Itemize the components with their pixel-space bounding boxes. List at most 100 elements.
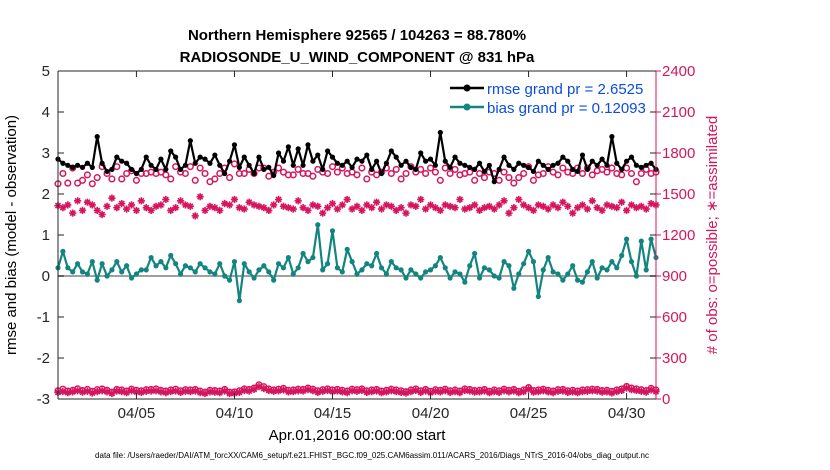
obs-assimilated-point [598, 206, 606, 214]
bias-point [207, 269, 213, 275]
rmse-point [226, 158, 233, 164]
asterisk-stroke [613, 204, 620, 211]
rmse-point [648, 160, 654, 166]
asterisk-stroke [388, 387, 395, 394]
legend-rmse-marker [463, 84, 471, 92]
obs-assimilated-point [230, 195, 239, 204]
rmse-point [604, 162, 610, 168]
asterisk-stroke [447, 203, 454, 210]
rmse-point [628, 154, 635, 160]
asterisk-stroke [148, 387, 155, 395]
series-obs-assimilated [54, 193, 660, 220]
obs-assimilated-point [554, 204, 562, 212]
asterisk-stroke [476, 388, 483, 395]
obs-possible-point [475, 169, 484, 178]
bias-point [329, 228, 336, 234]
bias-point [60, 248, 66, 254]
obs-assimilated-point [564, 202, 572, 210]
asterisk-stroke [89, 201, 96, 209]
bias-point [173, 261, 179, 267]
obs-assimilated-point [265, 386, 273, 395]
rmse-point [99, 160, 105, 166]
obs-assimilated-point [240, 386, 248, 395]
obs-assimilated-point [603, 388, 611, 396]
asterisk-stroke [59, 204, 66, 211]
obs-possible-point [108, 175, 116, 183]
rmse-point [369, 166, 375, 172]
obs-assimilated-point [373, 198, 381, 206]
asterisk-stroke [59, 388, 66, 395]
bias-point [168, 252, 174, 259]
asterisk-stroke [285, 204, 292, 211]
asterisk-stroke [559, 387, 566, 395]
asterisk-stroke [633, 387, 640, 394]
asterisk-stroke [638, 203, 645, 210]
obs-assimilated-point [573, 389, 582, 397]
obs-possible-point [422, 169, 430, 178]
obs-assimilated-point [353, 202, 361, 210]
asterisk-stroke [442, 201, 449, 209]
asterisk-stroke [456, 196, 464, 203]
asterisk-stroke [417, 196, 424, 203]
bias-point [128, 275, 135, 281]
obs-assimilated-point [64, 389, 72, 397]
bias-point [408, 267, 414, 273]
rmse-point [638, 164, 644, 170]
asterisk-stroke [363, 389, 370, 396]
asterisk-stroke [221, 200, 228, 207]
asterisk-stroke [564, 203, 571, 210]
obs-assimilated-point [495, 201, 503, 209]
bias-point [648, 236, 654, 242]
bias-point [65, 265, 71, 271]
obs-possible-point [539, 169, 547, 178]
asterisk-stroke [143, 388, 150, 395]
bias-point [182, 263, 189, 269]
asterisk-stroke [589, 387, 596, 394]
asterisk-stroke [69, 210, 76, 217]
bias-point [75, 261, 81, 267]
asterisk-stroke [491, 388, 498, 395]
asterisk-stroke [373, 199, 380, 206]
obs-assimilated-point [186, 202, 194, 210]
obs-assimilated-point [93, 388, 101, 396]
bias-point [349, 259, 355, 265]
asterisk-stroke [304, 207, 312, 214]
asterisk-stroke [530, 389, 537, 396]
rmse-point [173, 154, 179, 160]
asterisk-stroke [103, 388, 111, 395]
asterisk-stroke [412, 387, 419, 394]
rmse-point [192, 160, 198, 166]
rmse-point [89, 164, 95, 170]
rmse-point [168, 148, 174, 154]
bias-point [614, 265, 620, 271]
asterisk-stroke [515, 196, 522, 203]
bias-point [638, 238, 644, 244]
bias-point [143, 267, 149, 273]
asterisk-stroke [398, 389, 405, 396]
obs-assimilated-point [314, 202, 322, 210]
rmse-point [212, 152, 218, 158]
obs-assimilated-point [485, 202, 493, 210]
rmse-point [383, 160, 390, 166]
rmse-point [60, 160, 66, 166]
obs-assimilated-point [475, 206, 484, 214]
asterisk-stroke [123, 205, 130, 213]
obs-possible-point [211, 175, 219, 183]
obs-possible-point [588, 171, 596, 179]
asterisk-stroke [334, 205, 341, 213]
asterisk-stroke [148, 207, 155, 214]
obs-possible-point [59, 169, 67, 178]
rmse-point [124, 160, 130, 166]
asterisk-stroke [226, 201, 233, 209]
rmse-point [501, 154, 507, 160]
asterisk-stroke [549, 201, 557, 209]
asterisk-stroke [324, 204, 331, 211]
obs-possible-point [397, 175, 405, 183]
asterisk-stroke [177, 197, 184, 204]
asterisk-stroke [412, 203, 419, 210]
obs-assimilated-point [348, 205, 356, 213]
rmse-point [545, 166, 551, 172]
asterisk-stroke [491, 205, 498, 213]
asterisk-stroke [540, 387, 547, 394]
